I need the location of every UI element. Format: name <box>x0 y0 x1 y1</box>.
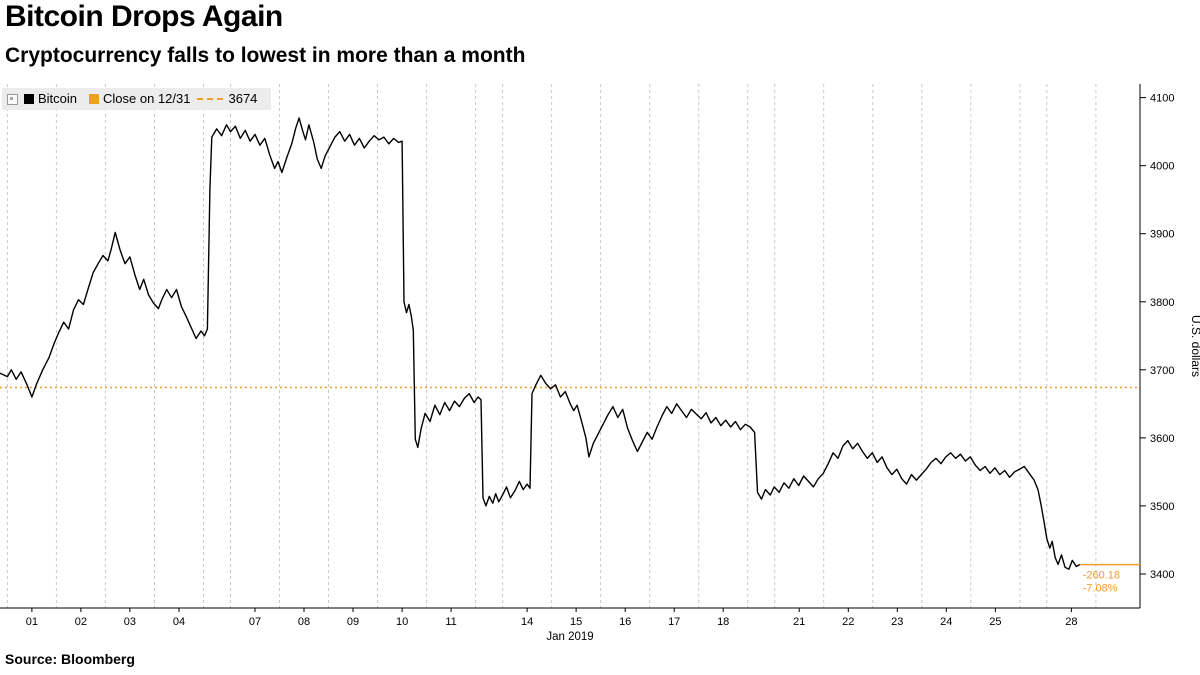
x-tick-label: 04 <box>173 616 185 628</box>
x-axis-title: Jan 2019 <box>546 631 593 643</box>
y-axis-title: U.S. dollars <box>1189 315 1200 377</box>
y-tick-label: 3600 <box>1150 433 1174 445</box>
y-tick-label: 3500 <box>1150 501 1174 513</box>
x-tick-label: 14 <box>521 616 533 628</box>
y-tick-label: 3400 <box>1150 569 1174 581</box>
reference-dash-sample-icon <box>197 98 224 100</box>
x-tick-label: 07 <box>249 616 261 628</box>
y-tick-label: 3900 <box>1150 229 1174 241</box>
pct-change-label: -7.08% <box>1083 583 1118 595</box>
legend-series-label[interactable]: Bitcoin <box>38 91 78 106</box>
bitcoin-series-swatch-icon <box>24 94 34 104</box>
x-tick-label: 24 <box>940 616 952 628</box>
source-credit: Source: Bloomberg <box>5 651 135 667</box>
y-tick-label: 3700 <box>1150 365 1174 377</box>
chart-title: Bitcoin Drops Again <box>5 0 283 33</box>
x-tick-label: 10 <box>396 616 408 628</box>
chart-subtitle: Cryptocurrency falls to lowest in more t… <box>5 44 526 67</box>
y-tick-label: 4100 <box>1150 93 1174 105</box>
x-tick-label: 02 <box>75 616 87 628</box>
x-tick-label: 11 <box>445 616 456 628</box>
y-tick-label: 3800 <box>1150 297 1174 309</box>
x-tick-label: 18 <box>717 616 729 628</box>
x-tick-label: 17 <box>668 616 680 628</box>
x-tick-label: 09 <box>347 616 359 628</box>
x-tick-label: 28 <box>1065 616 1077 628</box>
net-change-label: -260.18 <box>1083 570 1120 582</box>
x-tick-label: 23 <box>891 616 903 628</box>
x-tick-label: 15 <box>570 616 582 628</box>
x-tick-label: 21 <box>793 616 805 628</box>
legend-reference-label[interactable]: Close on 12/31 <box>103 91 191 106</box>
x-tick-label: 01 <box>26 616 38 628</box>
y-tick-label: 4000 <box>1150 161 1174 173</box>
x-tick-label: 22 <box>842 616 854 628</box>
x-tick-label: 16 <box>619 616 631 628</box>
legend-expand-icon[interactable] <box>7 93 18 105</box>
legend-reference-value: 3674 <box>228 91 258 106</box>
price-chart: 3400 3500 3600 3700 3800 3900 4000 4100 01 02 03 04… <box>0 84 1200 643</box>
reference-line-swatch-icon <box>89 94 100 104</box>
chart-area: Bitcoin Close on 12/31 3674 3400 3500 3600… <box>0 84 1200 649</box>
x-tick-label: 08 <box>298 616 310 628</box>
chart-legend: Bitcoin Close on 12/31 3674 <box>2 88 272 110</box>
x-tick-label: 25 <box>989 616 1001 628</box>
price-line <box>0 117 1081 570</box>
x-tick-label: 03 <box>124 616 136 628</box>
